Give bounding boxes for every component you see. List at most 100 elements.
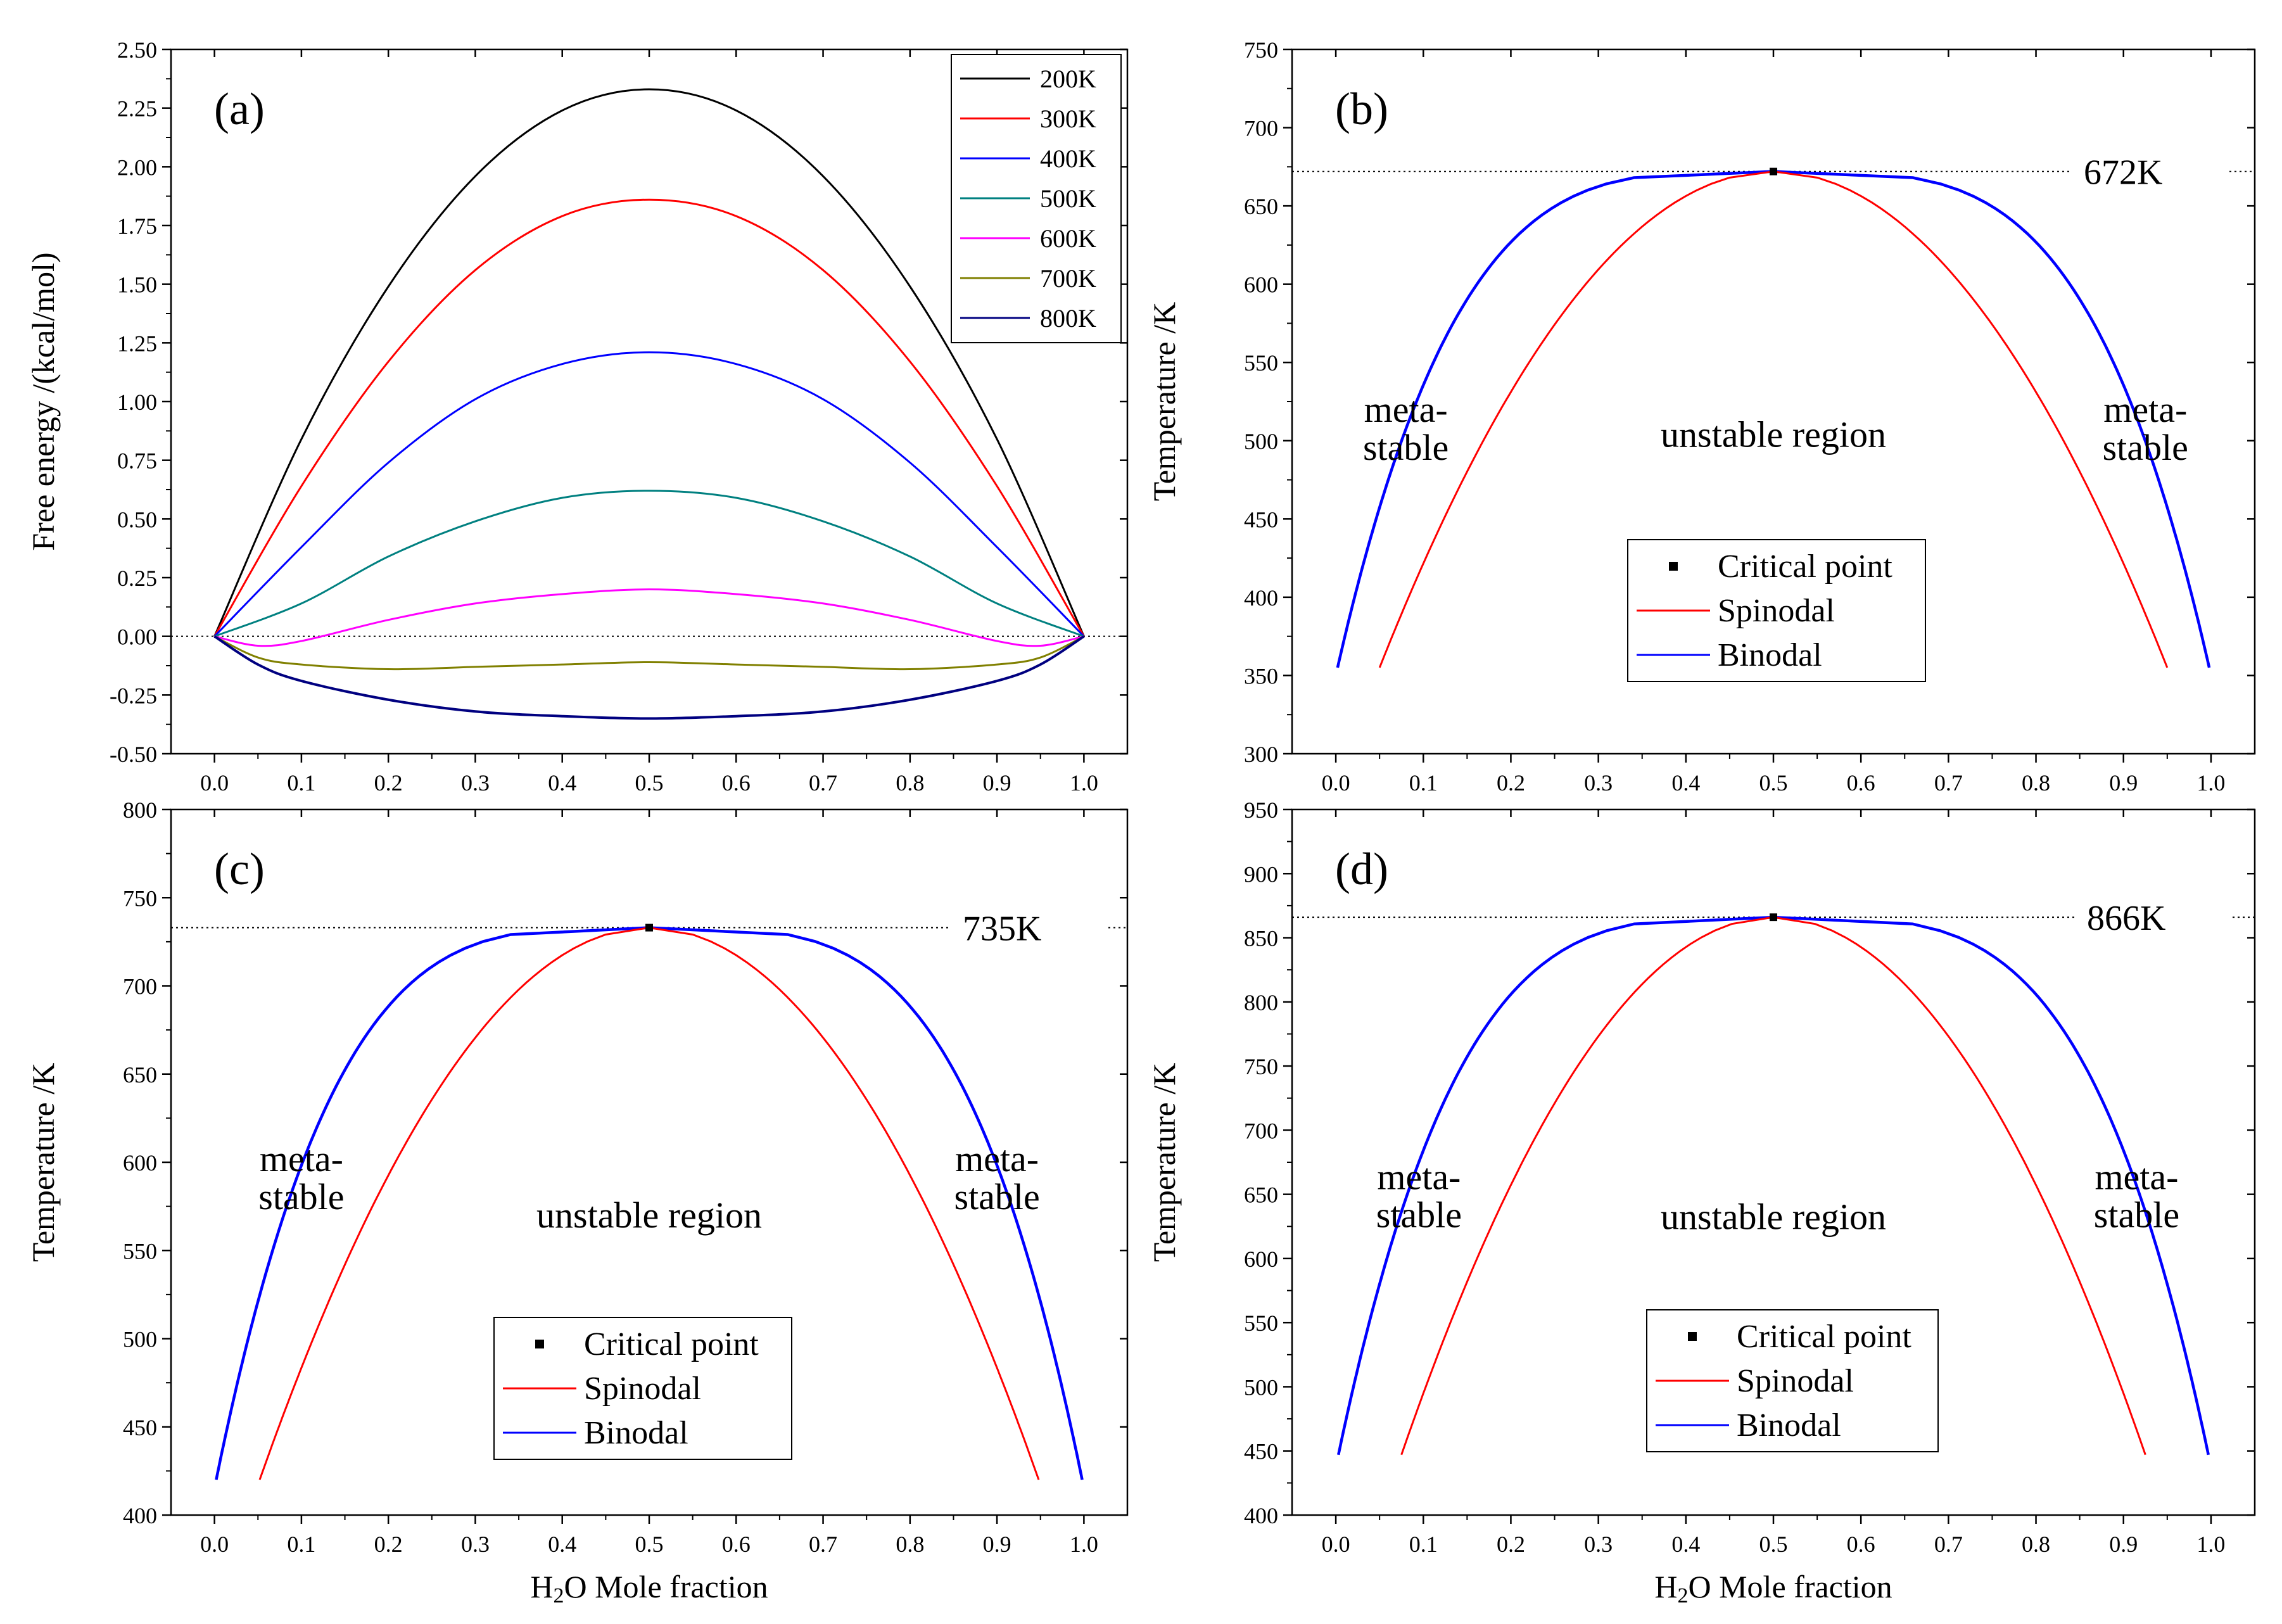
panel-b: 0.0 0.1 0.2 0.3 0.4 0.5 0.6 0.7 0.8 0.9 1.0 300 350 4… bbox=[1146, 37, 2256, 796]
panel-d-metastable-label-left-2: stable bbox=[1376, 1195, 1462, 1236]
panel-b-y-tick-label: 550 bbox=[1244, 350, 1278, 376]
panel-a-y-tick-label: 0.50 bbox=[117, 507, 157, 532]
panel-d-legend-swatch-critical-point bbox=[1688, 1332, 1697, 1341]
panel-c-x-tick-label: 0.0 bbox=[200, 1532, 229, 1557]
panel-b-metastable-label-left-1: meta- bbox=[1364, 389, 1448, 430]
panel-b-y-axis-label: Temperature /K bbox=[1146, 302, 1182, 501]
panel-d: 0.0 0.1 0.2 0.3 0.4 0.5 0.6 0.7 0.8 0.9 1.0 400 450 5… bbox=[1146, 797, 2256, 1608]
panel-d-y-tick-label: 750 bbox=[1244, 1054, 1278, 1079]
panel-a-x-tick-label: 0.7 bbox=[809, 770, 837, 796]
panel-c-y-axis-label: Temperature /K bbox=[25, 1063, 61, 1262]
panel-a-x-tick-label: 0.8 bbox=[896, 770, 924, 796]
panel-c: 0.0 0.1 0.2 0.3 0.4 0.5 0.6 0.7 0.8 0.9 1.0 400 450 5… bbox=[25, 797, 1129, 1608]
panel-b-metastable-label-right-1: meta- bbox=[2103, 389, 2187, 430]
panel-d-critical-point bbox=[1770, 913, 1777, 922]
panel-d-region-label: unstable region bbox=[1661, 1196, 1886, 1237]
panel-c-metastable-label-left-1: meta- bbox=[260, 1138, 343, 1179]
panel-d-y-tick-label: 400 bbox=[1244, 1503, 1278, 1528]
panel-a-y-tick-label: 1.75 bbox=[117, 213, 157, 239]
panel-b-x-tick-label: 0.1 bbox=[1409, 770, 1438, 796]
panel-c-legend-label-critical-point: Critical point bbox=[584, 1326, 759, 1362]
panel-b-y-tick-label: 400 bbox=[1244, 585, 1278, 611]
panel-d-legend-label-binodal: Binodal bbox=[1737, 1407, 1841, 1443]
panel-a-series-300K bbox=[213, 198, 1085, 637]
panel-a-legend-label: 200K bbox=[1040, 65, 1096, 93]
panel-c-metastable-label-right-2: stable bbox=[954, 1176, 1039, 1217]
panel-b-legend-label-binodal: Binodal bbox=[1718, 637, 1822, 673]
panel-d-y-tick-label: 800 bbox=[1244, 990, 1278, 1015]
panel-c-x-tick-label: 0.5 bbox=[635, 1532, 664, 1557]
panel-a-legend-label: 500K bbox=[1040, 184, 1096, 213]
panel-c-x-axis-label: H2O Mole fraction bbox=[530, 1569, 768, 1608]
panel-d-y-tick-label: 850 bbox=[1244, 926, 1278, 951]
panel-a-series-700K bbox=[213, 635, 1085, 671]
panel-a-y-tick-label: 0.25 bbox=[117, 566, 157, 591]
panel-a-y-tick-label: 1.50 bbox=[117, 272, 157, 298]
panel-d-x-axis-label: H2O Mole fraction bbox=[1654, 1569, 1892, 1608]
panel-c-x-tick-label: 0.7 bbox=[809, 1532, 837, 1557]
panel-d-y-tick-label: 650 bbox=[1244, 1183, 1278, 1208]
panel-c-y-tick-label: 700 bbox=[123, 974, 157, 999]
panel-b-region-label: unstable region bbox=[1661, 414, 1886, 455]
panel-b-x-tick-label: 1.0 bbox=[2196, 770, 2225, 796]
panel-d-x-tick-label: 0.8 bbox=[2022, 1532, 2050, 1557]
panel-c-x-tick-label: 1.0 bbox=[1070, 1532, 1098, 1557]
panel-a-x-tick-label: 0.2 bbox=[374, 770, 403, 796]
panel-c-region-label: unstable region bbox=[536, 1195, 762, 1236]
panel-d-x-tick-label: 0.5 bbox=[1759, 1532, 1788, 1557]
panel-c-y-tick-label: 600 bbox=[123, 1150, 157, 1176]
panel-a-y-tick-label: 2.25 bbox=[117, 96, 157, 122]
panel-b-x-tick-label: 0.9 bbox=[2109, 770, 2138, 796]
panel-d-critical-label: 866K bbox=[2087, 899, 2165, 938]
panel-b-legend-swatch-critical-point bbox=[1669, 562, 1678, 571]
panel-a-y-tick-label: 0.75 bbox=[117, 448, 157, 474]
panel-a-panel-label: (a) bbox=[214, 84, 265, 134]
panel-c-x-tick-label: 0.3 bbox=[461, 1532, 490, 1557]
panel-b-critical-point bbox=[1770, 167, 1777, 175]
panel-d-metastable-label-right-2: stable bbox=[2094, 1195, 2179, 1236]
panel-b-metastable-label-left-2: stable bbox=[1363, 427, 1448, 468]
panel-b-x-tick-label: 0.2 bbox=[1497, 770, 1525, 796]
panel-a-legend-label: 800K bbox=[1040, 304, 1096, 333]
panel-c-panel-label: (c) bbox=[214, 844, 265, 894]
panel-a-series-800K bbox=[213, 635, 1085, 720]
panel-b-legend-label-critical-point: Critical point bbox=[1718, 549, 1892, 585]
panel-d-y-tick-label: 450 bbox=[1244, 1439, 1278, 1464]
panel-c-y-tick-label: 400 bbox=[123, 1503, 157, 1528]
panel-d-x-tick-label: 1.0 bbox=[2196, 1532, 2225, 1557]
panel-a-x-tick-label: 0.0 bbox=[200, 770, 229, 796]
panel-b-x-tick-label: 0.0 bbox=[1322, 770, 1350, 796]
panel-b-x-tick-label: 0.7 bbox=[1934, 770, 1963, 796]
panel-d-x-tick-label: 0.1 bbox=[1409, 1532, 1438, 1557]
panel-d-x-tick-label: 0.3 bbox=[1584, 1532, 1613, 1557]
panel-d-y-tick-label: 950 bbox=[1244, 797, 1278, 823]
panel-b-y-tick-label: 350 bbox=[1244, 663, 1278, 688]
panel-a-x-tick-label: 0.5 bbox=[635, 770, 664, 796]
panel-a-legend-label: 300K bbox=[1040, 105, 1096, 133]
panel-c-x-tick-label: 0.4 bbox=[548, 1532, 576, 1557]
panel-a: 0.0 0.1 0.2 0.3 0.4 0.5 0.6 0.7 0.8 0.9 1.0 -0.50 -0… bbox=[25, 37, 1129, 796]
panel-b-x-tick-label: 0.6 bbox=[1847, 770, 1875, 796]
panel-b-y-tick-label: 450 bbox=[1244, 507, 1278, 532]
panel-b-critical-label: 672K bbox=[2084, 153, 2162, 193]
panel-c-y-tick-label: 650 bbox=[123, 1062, 157, 1088]
panel-d-x-tick-label: 0.9 bbox=[2109, 1532, 2138, 1557]
panel-b-legend-label-spinodal: Spinodal bbox=[1718, 593, 1835, 629]
panel-c-legend-swatch-critical-point bbox=[535, 1340, 544, 1348]
panel-a-series-600K bbox=[214, 588, 1084, 647]
panel-c-y-tick-label: 550 bbox=[123, 1238, 157, 1264]
panel-d-x-tick-label: 0.0 bbox=[1322, 1532, 1350, 1557]
panel-a-x-tick-label: 0.4 bbox=[548, 770, 576, 796]
panel-d-y-tick-label: 900 bbox=[1244, 861, 1278, 887]
panel-a-x-tick-label: 0.6 bbox=[722, 770, 751, 796]
panel-d-y-axis-label: Temperature /K bbox=[1146, 1063, 1182, 1262]
panel-a-legend-label: 600K bbox=[1040, 224, 1096, 253]
panel-d-x-tick-label: 0.7 bbox=[1934, 1532, 1963, 1557]
panel-d-panel-label: (d) bbox=[1335, 844, 1388, 894]
panel-d-metastable-label-left-1: meta- bbox=[1377, 1157, 1461, 1198]
panel-c-y-tick-label: 800 bbox=[123, 797, 157, 823]
panel-a-y-tick-label: -0.25 bbox=[110, 683, 157, 708]
panel-c-y-tick-label: 500 bbox=[123, 1327, 157, 1352]
panel-c-legend-label-binodal: Binodal bbox=[584, 1415, 688, 1451]
